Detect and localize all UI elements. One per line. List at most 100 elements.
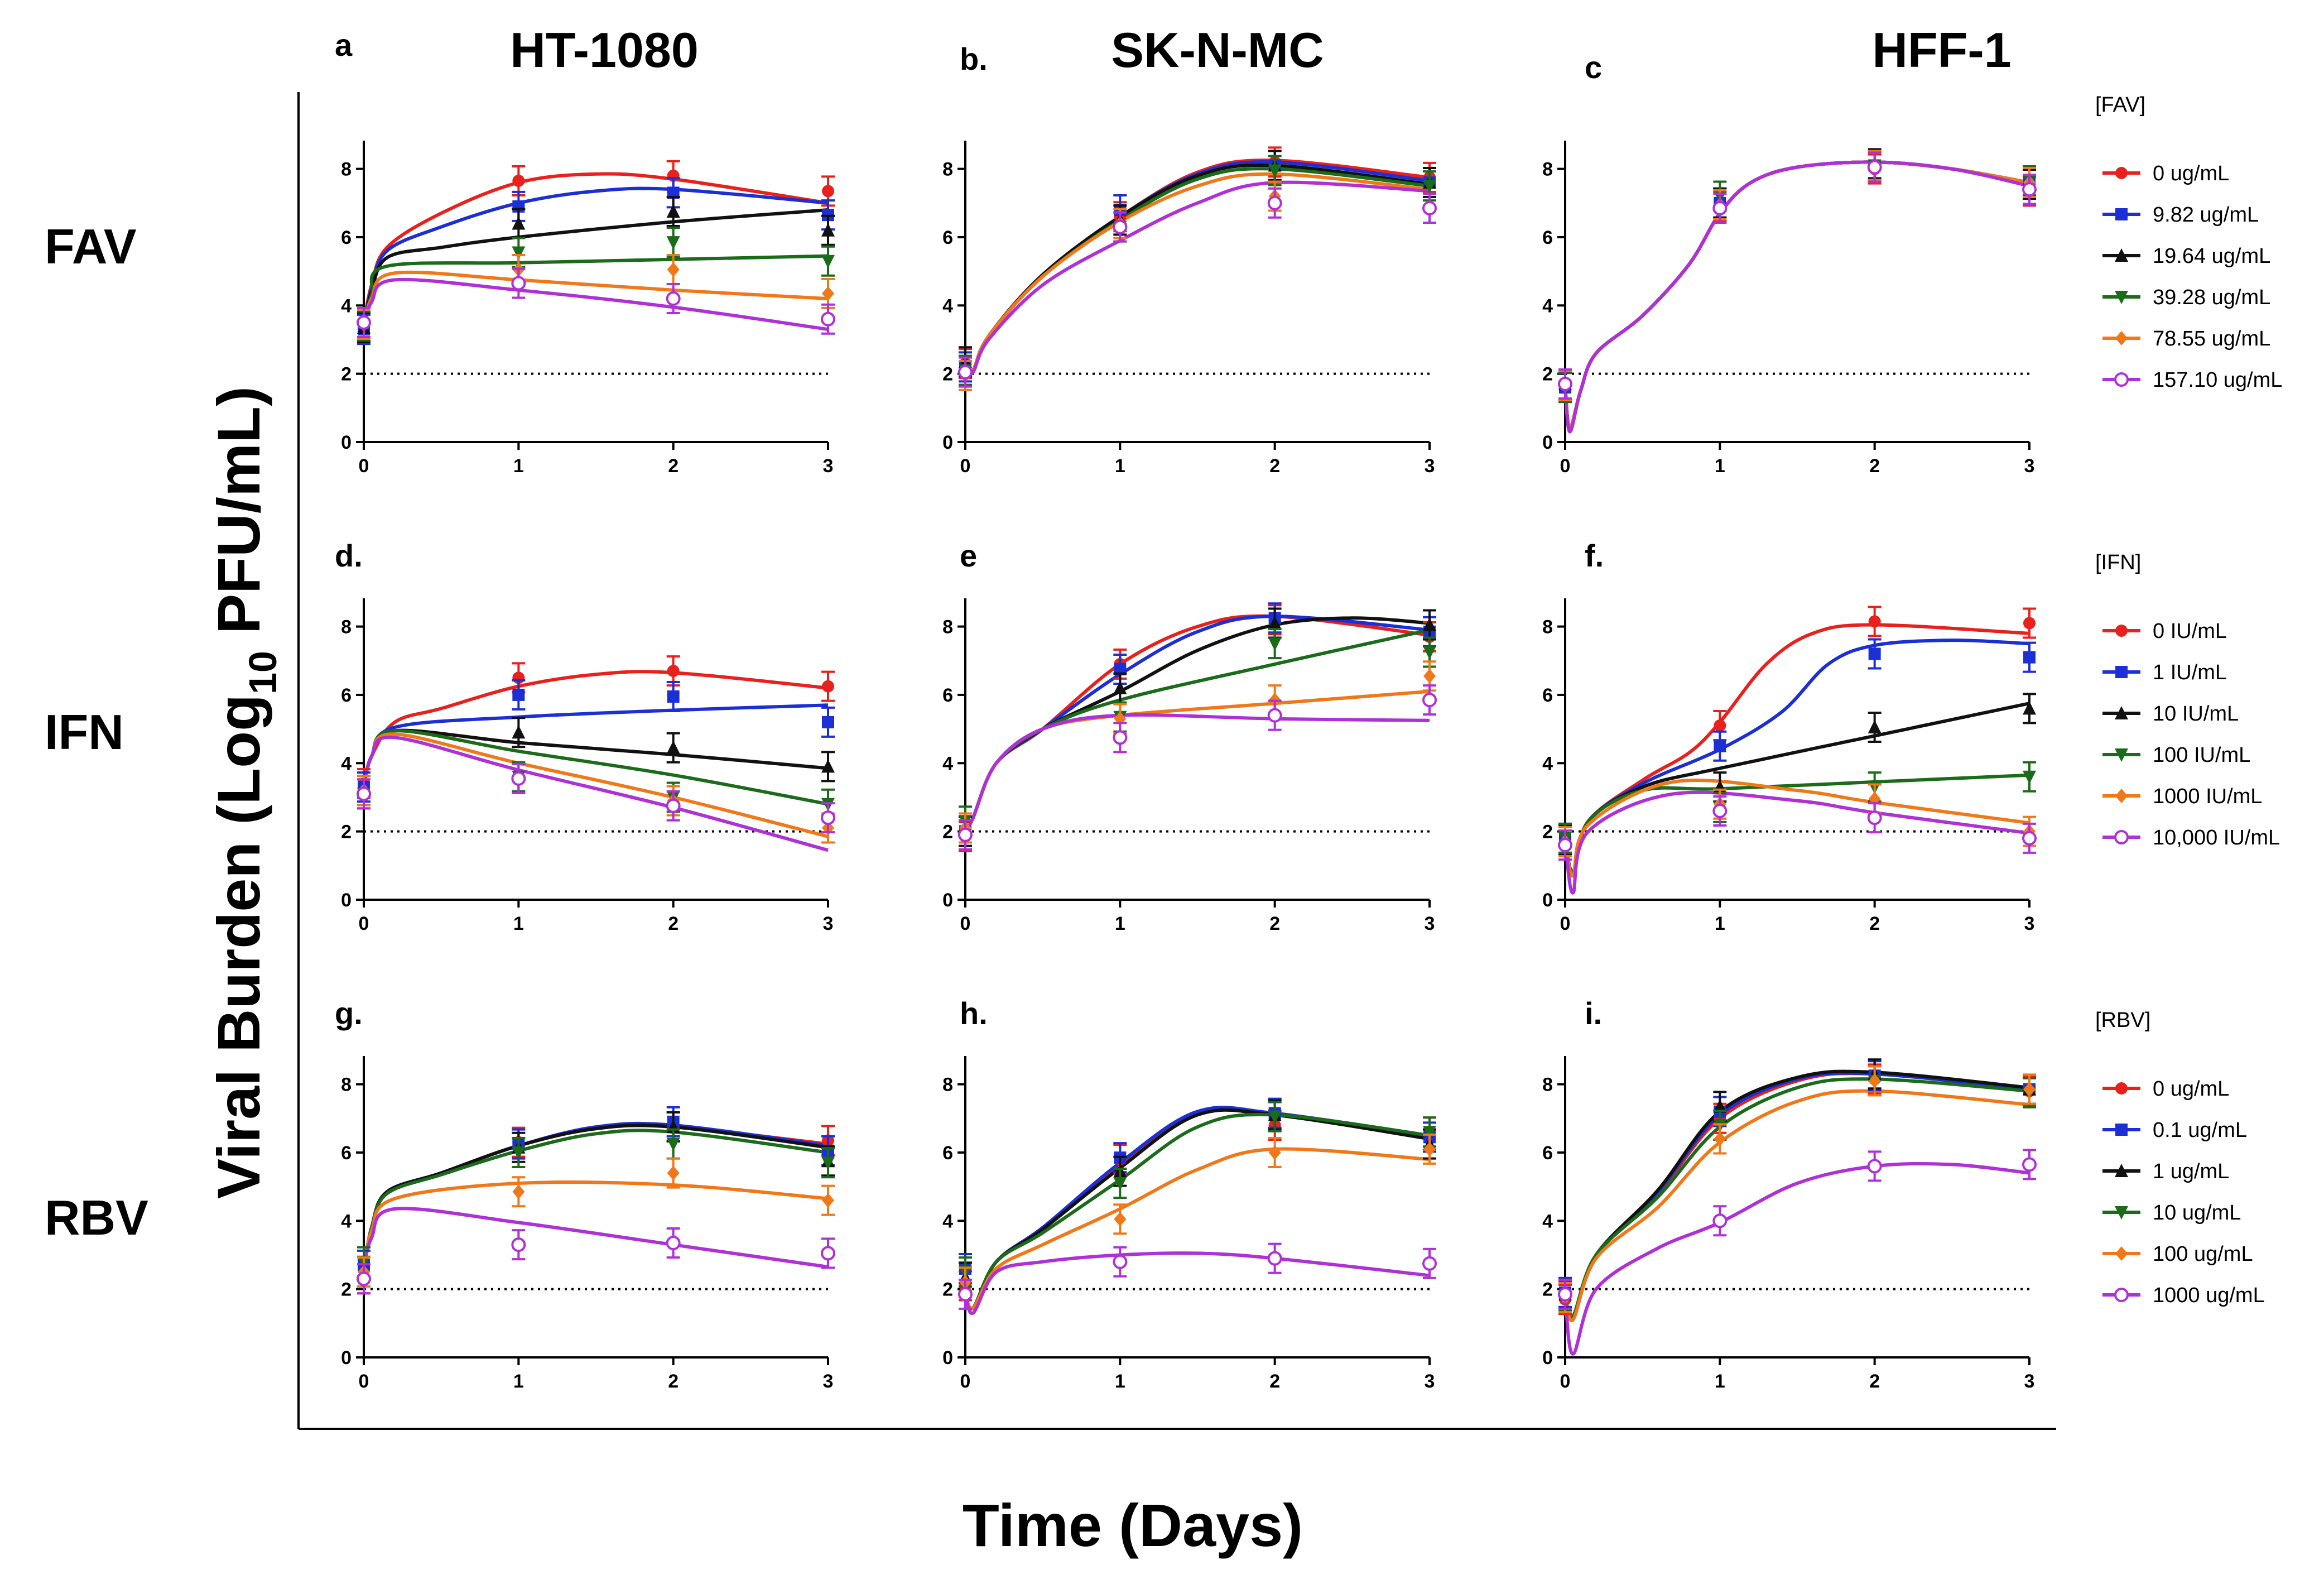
data-point (666, 236, 680, 250)
legend-marker (2115, 291, 2128, 304)
legend-1: [IFN] 0 IU/mL 1 IU/mL 10 IU/mL 100 IU/mL 1000… (2095, 551, 2280, 849)
data-point (1867, 1159, 1882, 1174)
y-tick-label: 4 (1542, 1211, 1553, 1232)
panel-letter: c (1585, 50, 1602, 85)
data-point (1422, 200, 1437, 215)
data-point (512, 175, 525, 187)
y-tick-label: 8 (942, 1074, 953, 1096)
legend-marker (2115, 666, 2128, 678)
data-point (357, 1271, 371, 1287)
data-point (1113, 680, 1127, 694)
y-tick-label: 2 (341, 364, 352, 385)
column-title-ht1080: HT-1080 (510, 22, 699, 78)
series-line (1563, 778, 2030, 878)
legend-label: 1000 ug/mL (2153, 1284, 2265, 1307)
data-point (512, 688, 525, 701)
data-point (512, 246, 526, 260)
data-point (511, 276, 526, 291)
x-tick-label: 2 (1269, 1371, 1280, 1392)
data-point (666, 204, 680, 218)
x-tick-label: 3 (823, 1371, 834, 1392)
y-tick-label: 4 (942, 295, 953, 316)
y-tick-label: 4 (942, 1211, 953, 1232)
series-line (362, 277, 829, 332)
data-point (666, 798, 681, 813)
series-line (1563, 160, 2030, 430)
series-line (362, 1124, 829, 1269)
data-point (1423, 1141, 1436, 1156)
series-line (964, 159, 1430, 374)
series-line (1563, 160, 2030, 430)
data-point (821, 255, 835, 268)
series-line (1563, 1089, 2030, 1322)
series-line (964, 1107, 1430, 1311)
x-tick-label: 1 (1715, 913, 1725, 934)
legend-marker (2114, 830, 2129, 844)
series-line (362, 1121, 829, 1269)
y-tick-label: 0 (1542, 432, 1553, 453)
y-tick-label: 0 (1542, 890, 1553, 911)
data-point (1712, 200, 1728, 215)
x-tick-label: 0 (960, 1371, 971, 1392)
y-tick-label: 4 (341, 1211, 352, 1232)
x-axis-title: Time (Days) (963, 1491, 1303, 1559)
y-tick-label: 6 (341, 685, 352, 706)
data-point (1114, 1212, 1127, 1227)
data-point (667, 1165, 680, 1180)
data-point (958, 1287, 973, 1302)
data-point (1268, 637, 1282, 651)
legend-label: 1000 IU/mL (2153, 785, 2262, 808)
x-tick-label: 2 (1269, 455, 1280, 477)
y-tick-label: 8 (1542, 159, 1553, 180)
series-line (964, 1106, 1430, 1311)
legend-0: [FAV] 0 ug/mL 9.82 ug/mL 19.64 ug/mL 39.28 u… (2095, 93, 2282, 392)
x-tick-label: 2 (668, 455, 679, 477)
legend-label: 39.28 ug/mL (2153, 286, 2270, 309)
row-label-rbv: RBV (45, 1190, 148, 1245)
data-point (1268, 1145, 1281, 1160)
data-point (667, 262, 680, 277)
panel-b: b. 0 2 4 6 8 0 1 2 3 (942, 41, 1437, 477)
x-tick-label: 0 (960, 913, 971, 934)
data-point (357, 315, 371, 330)
x-tick-label: 0 (960, 455, 971, 477)
series-line (964, 615, 1430, 833)
data-point (1114, 663, 1127, 676)
data-point (2023, 651, 2036, 664)
x-tick-label: 2 (1869, 455, 1880, 477)
y-axis-title-main: Viral Burden (Log (205, 694, 272, 1199)
series-line (362, 1124, 829, 1269)
data-point (1423, 1126, 1436, 1140)
data-point (512, 1184, 525, 1199)
x-tick-label: 0 (1560, 455, 1571, 477)
data-point (666, 740, 680, 754)
data-point (1113, 1254, 1128, 1269)
legend-marker (2115, 706, 2128, 719)
data-point (1868, 615, 1881, 628)
legend-label: 1 ug/mL (2153, 1160, 2229, 1183)
series-line (964, 1112, 1430, 1311)
y-tick-label: 0 (942, 1347, 953, 1369)
x-tick-label: 1 (513, 1371, 524, 1392)
y-tick-label: 6 (942, 685, 953, 706)
panel-letter: d. (335, 538, 363, 573)
legend-title: [RBV] (2095, 1009, 2150, 1032)
y-tick-label: 0 (1542, 1347, 1553, 1369)
x-tick-label: 1 (1115, 913, 1125, 934)
data-point (822, 286, 834, 301)
y-tick-label: 6 (1542, 685, 1553, 706)
data-point (821, 759, 835, 773)
data-point (1714, 740, 1726, 752)
data-point (821, 311, 835, 327)
x-tick-label: 3 (1425, 913, 1435, 934)
y-tick-label: 2 (1542, 1279, 1553, 1300)
series-line (1563, 160, 2030, 430)
y-tick-label: 0 (341, 1347, 352, 1369)
series-line (964, 163, 1430, 374)
panels: a 0 2 4 6 8 0 1 2 3 b. 0 2 4 6 8 0 1 2 3 c 0 2 4 6 8 0 1 2 3 d. 0 2 4 6 8 0 1… (335, 27, 2037, 1392)
series-line (1563, 1071, 2030, 1319)
x-tick-label: 1 (513, 455, 524, 477)
y-tick-label: 2 (1542, 364, 1553, 385)
y-tick-label: 0 (942, 432, 953, 453)
legend-label: 0 ug/mL (2153, 1077, 2229, 1101)
